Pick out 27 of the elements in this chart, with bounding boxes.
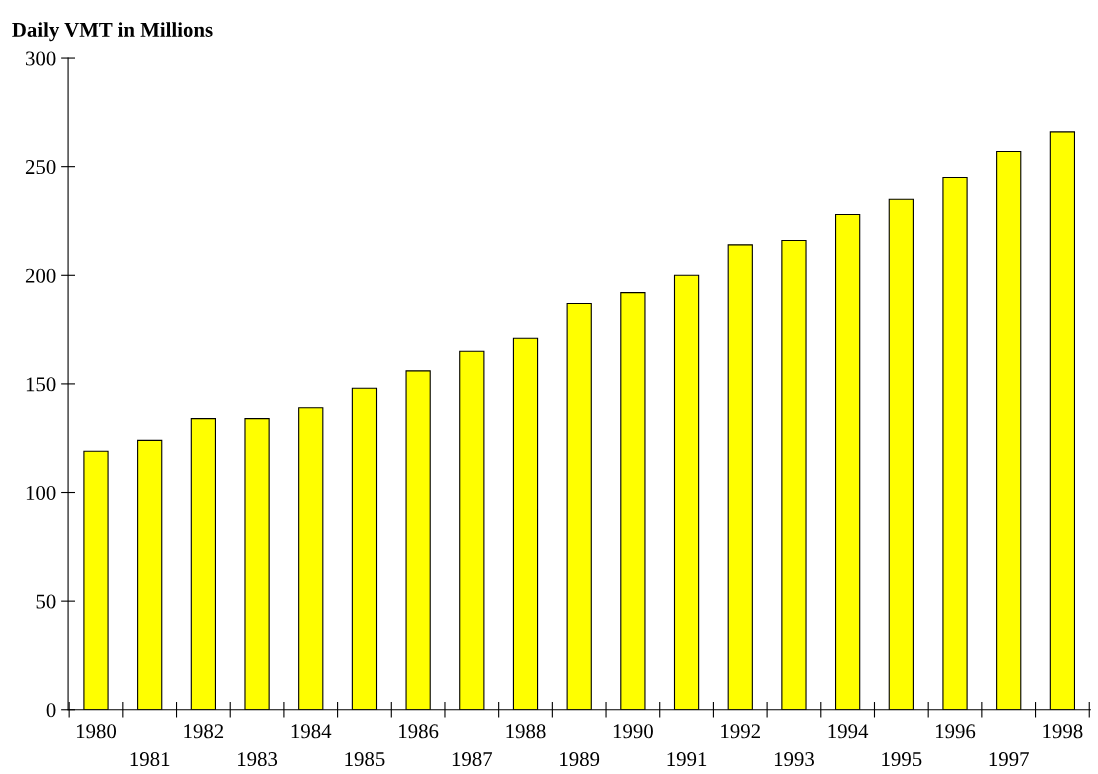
x-tick-label: 1991 — [667, 752, 707, 767]
y-tick-label: 0 — [46, 703, 56, 718]
x-tick-label: 1988 — [506, 724, 546, 739]
x-tick-label: 1990 — [613, 724, 653, 739]
x-tick-label: 1983 — [238, 752, 278, 767]
x-tick-label: 1980 — [76, 724, 117, 739]
x-tick-label: 1987 — [452, 752, 493, 767]
y-tick-label: 100 — [26, 485, 56, 500]
x-tick-label: 1996 — [936, 724, 976, 739]
x-tick-label: 1994 — [828, 724, 869, 739]
x-tick-label: 1989 — [560, 752, 600, 767]
x-tick-label: 1986 — [399, 724, 439, 739]
x-tick-label: 1982 — [184, 724, 224, 739]
y-tick-label: 250 — [25, 160, 56, 175]
x-tick-label: 1995 — [882, 752, 922, 767]
x-tick-label: 1981 — [130, 752, 170, 767]
x-tick-label: 1984 — [291, 724, 332, 739]
y-tick-label: 300 — [26, 51, 56, 66]
x-tick-label: 1998 — [1043, 724, 1083, 739]
y-tick-label: 50 — [36, 594, 56, 609]
x-tick-label: 1997 — [989, 752, 1029, 767]
chart-title: Daily VMT in Millions — [12, 22, 213, 42]
x-tick-label: 1985 — [345, 752, 385, 767]
y-tick-label: 200 — [25, 268, 56, 283]
x-tick-label: 1992 — [721, 724, 760, 739]
y-tick-label: 150 — [26, 377, 56, 392]
x-tick-label: 1993 — [774, 752, 814, 767]
